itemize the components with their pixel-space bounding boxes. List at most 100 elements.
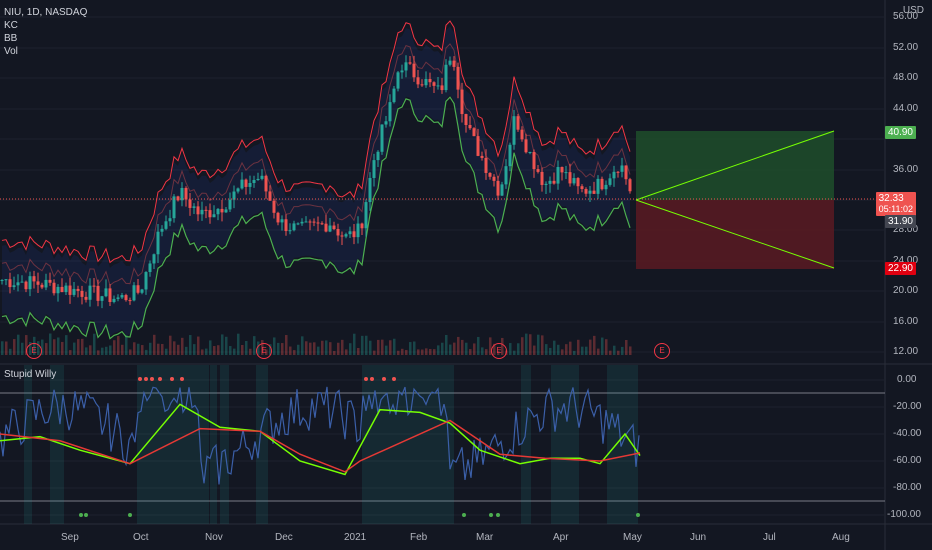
candle-body [44, 279, 48, 288]
time-tick: Mar [476, 532, 494, 543]
volume-bar [77, 339, 80, 355]
candle-body [340, 235, 344, 237]
candle-body [300, 221, 304, 224]
candle-body [144, 272, 148, 290]
candle-body [616, 171, 620, 173]
candle-body [568, 172, 572, 184]
volume-bar [421, 349, 424, 355]
candle-body [160, 228, 164, 232]
osc-signal-dot [370, 377, 374, 381]
volume-bar [453, 342, 456, 355]
candle-body [136, 285, 140, 293]
candle-body [420, 84, 424, 86]
time-tick: Dec [275, 532, 293, 543]
candle-body [336, 229, 340, 236]
candle-body [132, 285, 136, 301]
volume-bar [525, 333, 528, 355]
time-tick: Aug [832, 532, 850, 543]
target-price-badge[interactable]: 40.90 [884, 126, 916, 139]
indicator-kc-label[interactable]: KC [4, 20, 18, 31]
candle-body [456, 66, 460, 90]
volume-bar [445, 334, 448, 355]
candle-body [128, 300, 132, 302]
volume-bar [49, 333, 52, 355]
candle-body [248, 182, 252, 187]
earnings-marker-4[interactable]: E [654, 343, 670, 359]
candle-body [572, 178, 576, 184]
price-tick: 52.00 [893, 42, 919, 53]
entry-price-badge[interactable]: 31.90 [884, 215, 916, 228]
osc-signal-dot [462, 513, 466, 517]
candle-body [596, 178, 600, 194]
volume-bar [61, 341, 64, 355]
candle-body [244, 179, 248, 187]
candle-body [60, 286, 64, 293]
volume-bar [101, 347, 104, 355]
volume-bar [189, 335, 192, 355]
candle-body [588, 190, 592, 194]
stop-projection-line [635, 199, 835, 269]
earnings-marker-1[interactable]: E [26, 343, 42, 359]
stupid-willy-title[interactable]: Stupid Willy [4, 369, 57, 380]
candle-body [292, 223, 296, 231]
keltner-upper-line [1, 20, 631, 264]
volume-bar [141, 345, 144, 355]
volume-bar [561, 349, 564, 355]
current-price-badge[interactable]: 32.33 05:11:02 [875, 192, 916, 216]
volume-bar [457, 336, 460, 355]
candle-body [12, 285, 16, 288]
stop-price-badge[interactable]: 22.90 [884, 262, 916, 275]
candle-body [324, 223, 328, 232]
volume-bar [617, 350, 620, 355]
volume-bar [433, 349, 436, 355]
candle-body [524, 139, 528, 153]
osc-highlight [607, 365, 638, 524]
earnings-marker-2[interactable]: E [256, 343, 272, 359]
candle-body [480, 155, 484, 158]
earnings-marker-3[interactable]: E [491, 343, 507, 359]
volume-bar [413, 341, 416, 355]
time-tick: Jul [763, 532, 776, 543]
candle-body [560, 167, 564, 173]
currency-label: USD [902, 5, 924, 16]
volume-bar [237, 333, 240, 355]
candle-body [276, 212, 280, 223]
symbol-title[interactable]: NIU, 1D, NASDAQ [4, 7, 88, 18]
volume-bar [381, 339, 384, 355]
volume-bar [541, 335, 544, 355]
candle-body [168, 218, 172, 222]
price-tick: 36.00 [893, 164, 919, 175]
bar-countdown: 05:11:02 [878, 204, 913, 214]
candle-body [532, 151, 536, 170]
candle-body [500, 184, 504, 196]
candle-body [256, 178, 260, 181]
osc-signal-dot [170, 377, 174, 381]
volume-bar [345, 349, 348, 355]
volume-bar [229, 346, 232, 355]
volume-bar [577, 339, 580, 355]
osc-signal-dot [79, 513, 83, 517]
indicator-vol-label[interactable]: Vol [4, 46, 18, 57]
indicator-bb-label[interactable]: BB [4, 33, 18, 44]
osc-highlight [521, 365, 531, 524]
candle-body [356, 223, 360, 238]
volume-bar [69, 350, 72, 355]
volume-bar [485, 349, 488, 355]
candle-body [352, 231, 356, 238]
volume-bar [333, 350, 336, 355]
osc-tick: -40.00 [893, 428, 922, 439]
candle-body [620, 165, 624, 172]
price-tick: 28.00 [893, 224, 919, 235]
volume-bar [517, 343, 520, 355]
candle-body [220, 208, 224, 213]
volume-bar [205, 348, 208, 355]
osc-signal-dot [138, 377, 142, 381]
candle-body [148, 263, 152, 273]
candle-body [580, 186, 584, 190]
candle-body [536, 169, 540, 172]
candle-body [164, 221, 168, 229]
candle-body [36, 281, 40, 285]
osc-tick: -80.00 [893, 482, 922, 493]
candle-body [280, 219, 284, 223]
